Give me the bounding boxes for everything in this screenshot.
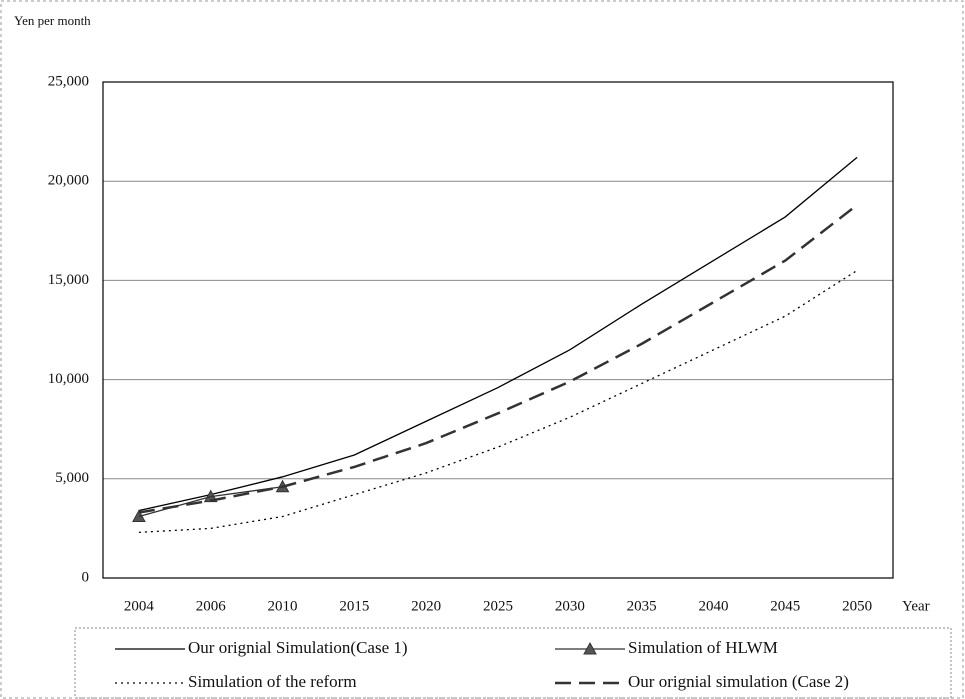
legend-label: Simulation of HLWM <box>628 638 778 657</box>
x-tick-label: 2045 <box>770 598 800 614</box>
series-line <box>138 156 858 512</box>
y-tick-label: 15,000 <box>48 272 89 288</box>
y-tick-label: 20,000 <box>48 173 89 189</box>
x-tick-label: 2015 <box>339 598 369 614</box>
x-tick-label: 2006 <box>196 598 227 614</box>
y-tick-label: 5,000 <box>55 470 89 486</box>
x-tick-label: 2004 <box>124 598 155 614</box>
y-tick-label: 25,000 <box>48 73 89 89</box>
x-tick-label: 2040 <box>698 598 728 614</box>
series-line <box>138 486 283 518</box>
legend-label: Our orignial Simulation(Case 1) <box>188 638 408 657</box>
y-axis-label: Yen per month <box>14 13 91 28</box>
plot-frame <box>102 81 894 579</box>
x-tick-label: 2050 <box>842 598 872 614</box>
series-line <box>138 269 858 534</box>
y-tick-label: 0 <box>82 569 90 585</box>
x-tick-label: 2020 <box>411 598 441 614</box>
x-tick-label: 2030 <box>555 598 585 614</box>
legend-label: Simulation of the reform <box>188 672 357 691</box>
x-tick-label: 2025 <box>483 598 513 614</box>
x-axis-label: Year <box>902 598 930 614</box>
y-tick-label: 10,000 <box>48 371 89 387</box>
x-tick-label: 2035 <box>627 598 657 614</box>
legend-marker <box>583 641 597 655</box>
legend-label: Our orignial simulation (Case 2) <box>628 672 849 691</box>
x-tick-label: 2010 <box>268 598 298 614</box>
series-line <box>138 204 858 514</box>
legend-box <box>74 627 952 699</box>
